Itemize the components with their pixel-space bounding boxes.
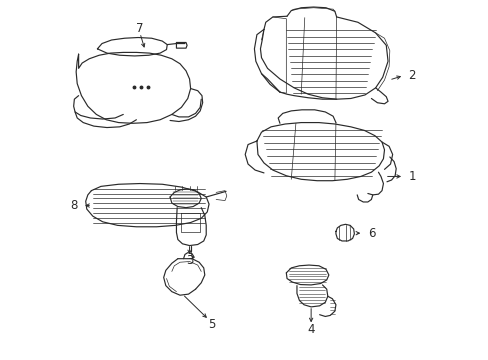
Text: 4: 4: [307, 323, 314, 336]
Text: 6: 6: [367, 227, 375, 240]
Text: 2: 2: [407, 69, 415, 82]
Text: 3: 3: [185, 254, 193, 267]
Text: 5: 5: [208, 318, 215, 331]
Text: 7: 7: [136, 22, 143, 35]
Text: 1: 1: [407, 170, 415, 183]
Text: 8: 8: [70, 199, 78, 212]
